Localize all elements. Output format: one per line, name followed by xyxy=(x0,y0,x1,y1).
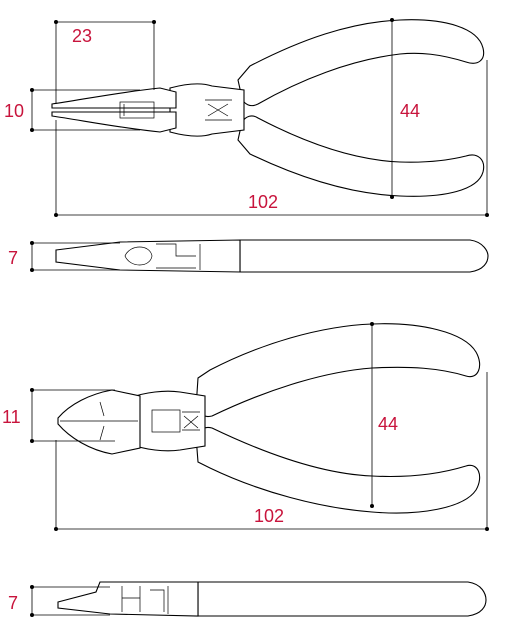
dim-dot xyxy=(30,128,34,132)
dim-label-head-height: 11 xyxy=(2,407,21,427)
dim-dot xyxy=(485,527,489,531)
dim-dot xyxy=(30,388,34,392)
cutter-bevel-detail xyxy=(99,401,105,441)
dim-dot xyxy=(30,241,34,245)
upper-handle xyxy=(237,19,485,107)
lower-handle xyxy=(237,115,485,197)
needle-nose-pliers-top-view: 23 10 44 102 xyxy=(4,18,489,217)
cutter-side-joint-detail xyxy=(121,586,169,614)
dim-dot xyxy=(30,613,34,617)
cutter-side-handle xyxy=(197,581,487,617)
dim-dot xyxy=(54,527,58,531)
cutter-joint xyxy=(129,390,206,452)
diagonal-cutter-side-view: 7 xyxy=(8,581,487,617)
cutter-upper-handle xyxy=(195,323,481,418)
dim-dot xyxy=(152,20,156,24)
needle-jaw-upper xyxy=(51,87,177,109)
dim-label-thickness: 7 xyxy=(8,248,18,268)
needle-jaw-lower xyxy=(51,111,177,133)
spring-detail xyxy=(205,99,232,121)
needle-nose-pliers-side-view: 7 xyxy=(8,239,489,273)
dim-label-handle-span: 44 xyxy=(400,101,420,121)
side-head xyxy=(55,239,241,273)
pivot-box xyxy=(119,101,155,119)
dim-label-tip-length: 23 xyxy=(72,26,92,46)
side-joint-detail xyxy=(156,243,201,270)
dim-label-overall-length: 102 xyxy=(248,192,278,212)
dim-dot xyxy=(370,322,374,326)
dim-dot xyxy=(370,504,374,508)
dim-dot xyxy=(30,88,34,92)
dim-label-tip-height: 10 xyxy=(4,101,24,121)
dim-label-thickness-2: 7 xyxy=(8,593,18,613)
side-rivet-detail xyxy=(124,246,153,266)
dim-label-handle-span-2: 44 xyxy=(378,414,398,434)
joint-body xyxy=(169,83,245,137)
dim-dot xyxy=(30,585,34,589)
cutter-spring-detail xyxy=(182,411,200,431)
dim-dot xyxy=(54,20,58,24)
dim-dot xyxy=(54,213,58,217)
dim-dot xyxy=(390,18,394,22)
cutter-head xyxy=(57,389,141,455)
dim-label-overall-length-2: 102 xyxy=(254,506,284,526)
side-handle xyxy=(239,239,489,273)
dim-dot xyxy=(30,439,34,443)
cutter-side-head xyxy=(57,581,199,617)
dim-dot xyxy=(390,195,394,199)
dim-dot xyxy=(30,268,34,272)
diagonal-cutter-top-view: 11 44 102 xyxy=(2,322,489,531)
cutter-pivot-box xyxy=(151,409,181,433)
dim-dot xyxy=(485,213,489,217)
cutter-lower-handle xyxy=(195,426,481,514)
